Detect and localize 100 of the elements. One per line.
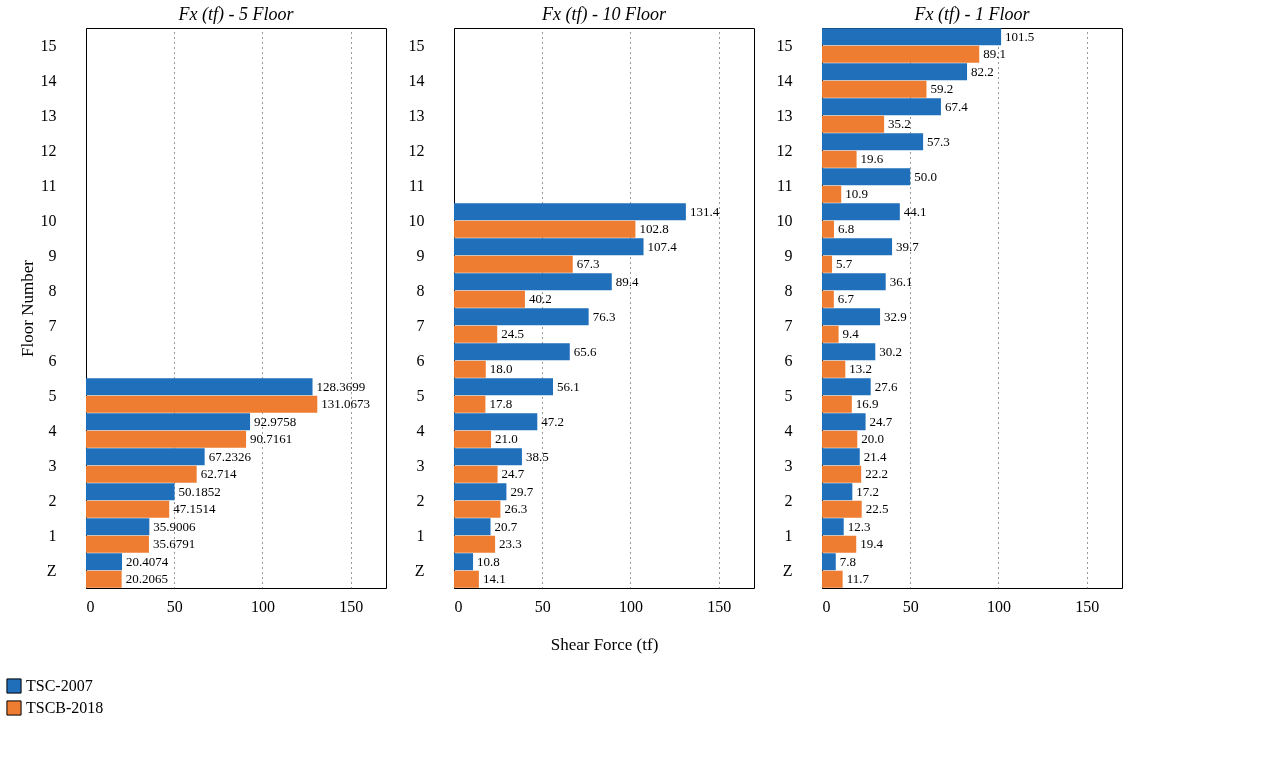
y-tick-label: 13: [40, 106, 57, 124]
data-label: 50.0: [914, 168, 937, 184]
y-tick-label: 6: [784, 351, 793, 369]
y-tick-label: 5: [416, 386, 425, 404]
legend-label: TSCB-2018: [26, 699, 104, 716]
x-tick-label: 150: [707, 597, 732, 615]
y-tick-label: 5: [784, 386, 793, 404]
data-label: 24.5: [501, 326, 524, 342]
y-tick-label: 3: [48, 456, 57, 474]
data-label: 17.8: [489, 396, 513, 412]
data-label: 24.7: [869, 413, 893, 429]
data-label: 89.4: [615, 273, 640, 289]
y-tick-label: 3: [784, 456, 793, 474]
data-label: 92.9758: [254, 413, 297, 429]
y-tick-label: 10: [776, 211, 793, 229]
data-label: 6.7: [837, 291, 855, 307]
y-tick-label: 7: [416, 316, 425, 334]
data-label: 57.3: [927, 133, 950, 149]
y-tick-label: 15: [408, 36, 425, 54]
x-tick-label: 50: [534, 597, 551, 615]
data-label: 40.2: [528, 291, 552, 307]
y-tick-label: 9: [784, 246, 793, 264]
x-axis-title: Shear Force (tf): [550, 634, 659, 654]
y-tick-label: 1: [784, 526, 793, 544]
data-label: 10.8: [477, 553, 500, 569]
data-label: 62.714: [200, 466, 237, 482]
x-tick-label: 0: [454, 597, 463, 615]
x-tick-label: 0: [86, 597, 95, 615]
x-tick-label: 150: [1075, 597, 1100, 615]
y-tick-label: 3: [416, 456, 425, 474]
data-label: 27.6: [874, 378, 898, 394]
y-tick-label: 12: [408, 141, 425, 159]
data-label: 56.1: [557, 378, 580, 394]
data-label: 76.3: [592, 308, 616, 324]
y-tick-label: 7: [48, 316, 57, 334]
data-label: 12.3: [847, 518, 871, 534]
data-label: 107.4: [647, 238, 678, 254]
data-label: 20.7: [494, 518, 518, 534]
y-tick-label: 15: [40, 36, 57, 54]
data-label: 20.2065: [125, 571, 168, 587]
data-label: 47.2: [541, 413, 565, 429]
data-label: 102.8: [639, 221, 669, 237]
y-tick-label: 2: [48, 491, 57, 509]
data-label: 47.1514: [173, 501, 216, 517]
y-tick-label: 1: [416, 526, 425, 544]
data-label: 19.6: [860, 151, 884, 167]
y-tick-label: 4: [48, 421, 57, 439]
y-axis-title: Floor Number: [17, 259, 37, 357]
chart-title: Fx (tf) - 5 Floor: [177, 4, 295, 25]
y-tick-label: 11: [409, 176, 425, 194]
data-label: 36.1: [889, 273, 913, 289]
y-tick-label: 4: [784, 421, 793, 439]
y-tick-label: Z: [414, 561, 425, 579]
y-tick-label: 6: [416, 351, 425, 369]
y-tick-label: 14: [776, 71, 793, 89]
data-label: 10.9: [845, 186, 868, 202]
y-tick-label: 10: [408, 211, 425, 229]
data-label: 50.1852: [178, 483, 221, 499]
data-label: 131.4: [689, 203, 720, 219]
data-label: 11.7: [846, 571, 870, 587]
y-tick-label: 2: [784, 491, 793, 509]
data-label: 9.4: [842, 326, 860, 342]
data-label: 67.4: [944, 98, 969, 114]
y-tick-label: 14: [40, 71, 57, 89]
data-label: 67.3: [576, 256, 600, 272]
y-tick-label: 9: [416, 246, 425, 264]
x-tick-label: 50: [902, 597, 919, 615]
data-label: 26.3: [504, 501, 528, 517]
data-label: 23.3: [499, 536, 522, 552]
y-tick-label: 10: [40, 211, 57, 229]
y-tick-label: 13: [776, 106, 793, 124]
data-label: 35.2: [888, 116, 911, 132]
data-label: 59.2: [930, 81, 954, 97]
y-tick-label: 11: [41, 176, 57, 194]
data-label: 6.8: [838, 221, 855, 237]
data-label: 35.6791: [152, 536, 196, 552]
y-tick-label: 8: [416, 281, 425, 299]
y-tick-label: 5: [48, 386, 57, 404]
x-tick-label: 100: [986, 597, 1011, 615]
data-label: 7.8: [839, 553, 857, 569]
y-tick-label: 6: [48, 351, 57, 369]
data-label: 89.1: [983, 46, 1006, 62]
y-tick-label: 15: [776, 36, 793, 54]
data-label: 39.7: [896, 238, 920, 254]
y-tick-label: 1: [48, 526, 57, 544]
data-label: 22.5: [865, 501, 889, 517]
data-label: 44.1: [903, 203, 927, 219]
x-tick-label: 150: [339, 597, 364, 615]
data-label: 20.4074: [126, 553, 169, 569]
data-label: 5.7: [836, 256, 853, 272]
data-label: 131.0673: [321, 396, 371, 412]
data-label: 128.3699: [316, 378, 366, 394]
data-label: 65.6: [573, 343, 598, 359]
y-tick-label: Z: [46, 561, 57, 579]
chart-title: Fx (tf) - 10 Floor: [541, 4, 667, 25]
x-tick-label: 100: [250, 597, 275, 615]
y-tick-label: 12: [776, 141, 793, 159]
x-tick-label: 100: [618, 597, 643, 615]
y-tick-label: Z: [782, 561, 793, 579]
data-label: 16.9: [855, 396, 879, 412]
